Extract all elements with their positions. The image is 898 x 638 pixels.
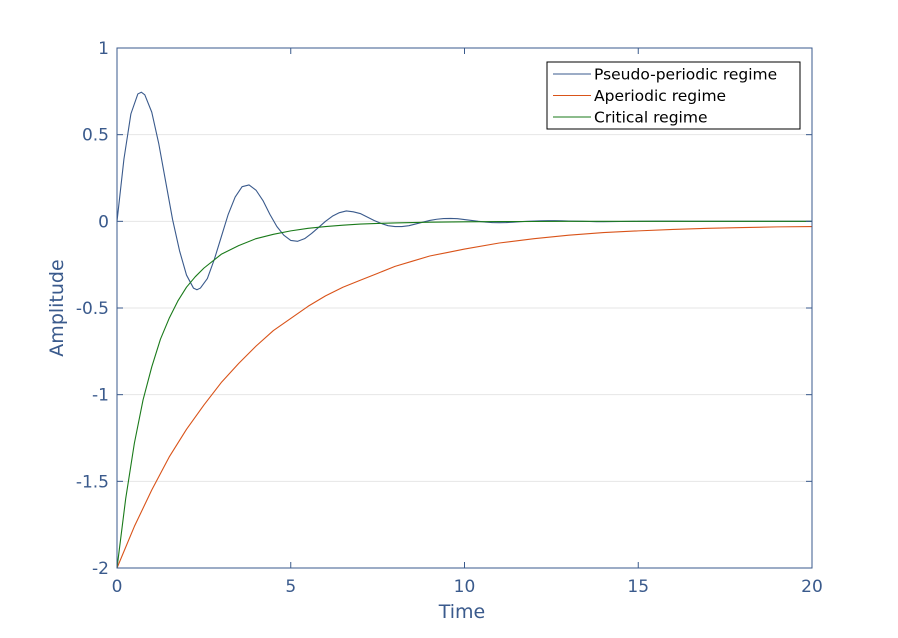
x-tick-label: 20 (801, 577, 823, 597)
x-tick-label: 15 (627, 577, 649, 597)
x-axis-ticks: 0 5 10 15 20 (112, 48, 823, 597)
y-axis-ticks: 1 0.5 0 -0.5 -1 -1.5 -2 (76, 39, 812, 579)
y-tick-label: 0 (98, 212, 109, 232)
y-tick-label: -0.5 (76, 299, 109, 319)
series-lines (116, 91, 813, 569)
y-tick-label: -2 (92, 559, 109, 579)
series-line-3 (116, 220, 812, 569)
legend-label-2: Aperiodic regime (594, 87, 726, 105)
y-tick-label: -1.5 (76, 472, 109, 492)
y-tick-label: -1 (92, 386, 109, 406)
y-axis-title: Amplitude (46, 259, 68, 356)
plot-area (116, 47, 813, 569)
legend-items: Pseudo-periodic regime Aperiodic regime Cr… (553, 66, 777, 127)
x-tick-label: 0 (112, 577, 123, 597)
legend-label-1: Pseudo-periodic regime (594, 66, 777, 84)
x-tick-label: 5 (285, 577, 296, 597)
x-axis-title: Time (438, 601, 486, 623)
y-tick-label: 1 (98, 39, 109, 59)
legend: Pseudo-periodic regime Aperiodic regime Cr… (546, 61, 801, 130)
x-tick-label: 10 (454, 577, 476, 597)
y-tick-label: 0.5 (82, 126, 109, 146)
series-line-2 (116, 225, 813, 569)
legend-label-3: Critical regime (594, 109, 708, 127)
